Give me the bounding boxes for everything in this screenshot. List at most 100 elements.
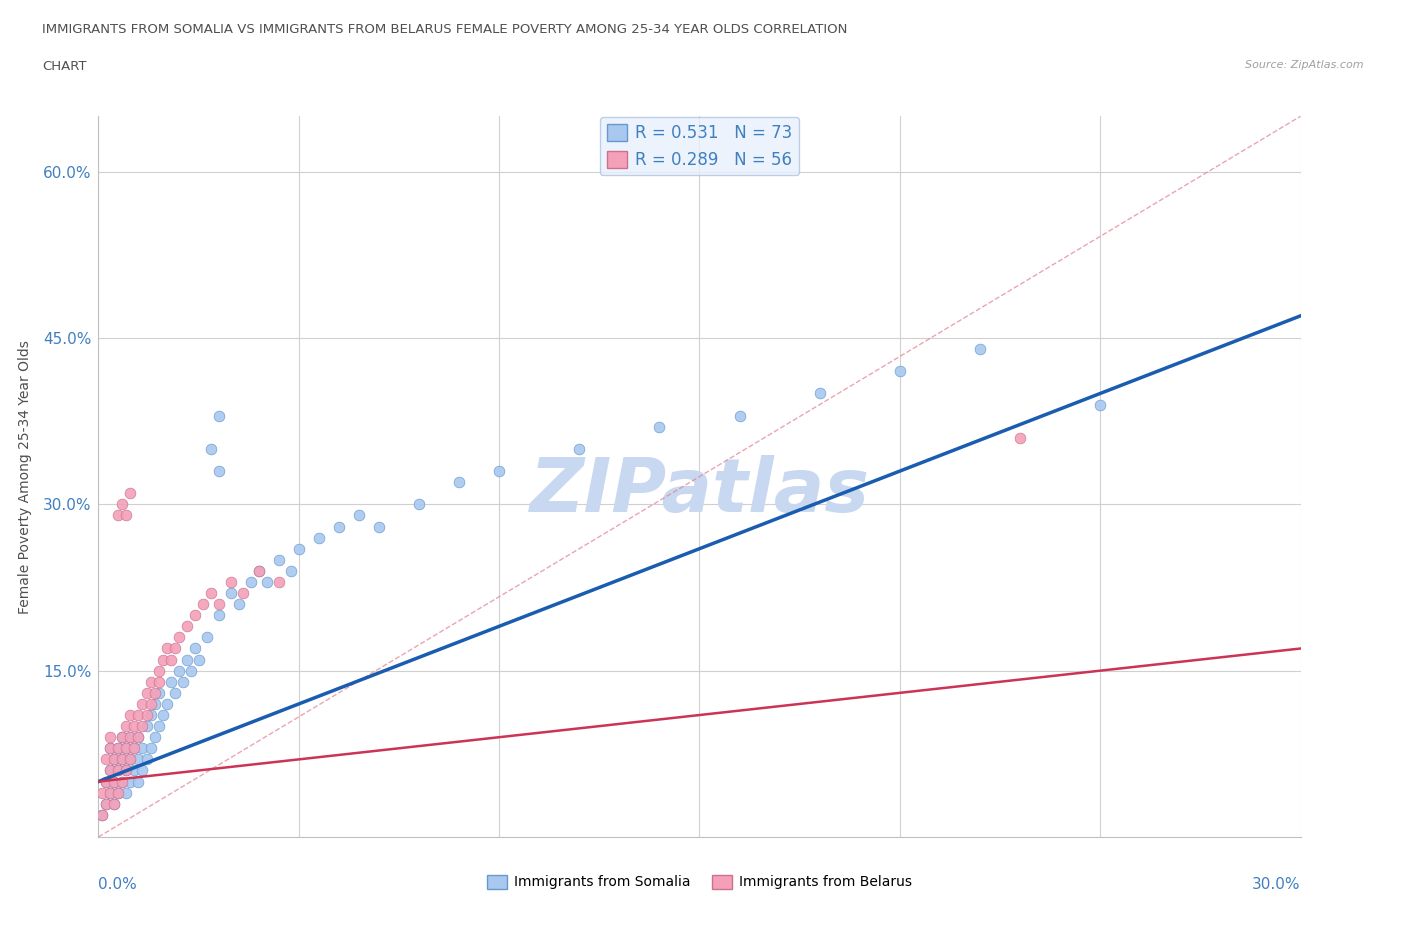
Point [143, 685, 166, 700]
Point [128, 708, 150, 723]
Point [191, 597, 214, 612]
Text: 0.0%: 0.0% [98, 877, 138, 892]
Point [115, 508, 138, 523]
Point [100, 741, 122, 756]
Point [183, 641, 205, 656]
Point [107, 741, 129, 756]
Point [163, 641, 186, 656]
Point [139, 741, 162, 756]
Point [447, 474, 470, 489]
Point [280, 564, 302, 578]
Point [247, 564, 270, 578]
Point [96, 752, 118, 767]
Point [219, 586, 242, 601]
Point [111, 752, 134, 767]
Point [148, 685, 170, 700]
Point [100, 785, 122, 800]
Point [96, 774, 118, 789]
Point [107, 763, 129, 777]
Legend: R = 0.531   N = 73, R = 0.289   N = 56: R = 0.531 N = 73, R = 0.289 N = 56 [600, 117, 799, 176]
Point [808, 386, 831, 401]
Point [107, 508, 129, 523]
Point [152, 708, 174, 723]
Point [148, 674, 170, 689]
Point [131, 697, 153, 711]
Point [111, 774, 134, 789]
Point [120, 752, 142, 767]
Point [120, 485, 142, 500]
Point [115, 719, 138, 734]
Point [124, 719, 146, 734]
Point [100, 741, 122, 756]
Point [111, 774, 134, 789]
Point [488, 464, 510, 479]
Point [120, 730, 142, 745]
Point [103, 796, 125, 811]
Point [232, 586, 254, 601]
Point [228, 597, 250, 612]
Point [1010, 431, 1032, 445]
Point [208, 464, 231, 479]
Point [568, 442, 591, 457]
Point [328, 519, 350, 534]
Point [135, 708, 157, 723]
Point [111, 497, 134, 512]
Point [128, 730, 150, 745]
Point [107, 763, 129, 777]
Point [115, 741, 138, 756]
Point [120, 752, 142, 767]
Point [107, 785, 129, 800]
Point [247, 564, 270, 578]
Point [128, 730, 150, 745]
Point [159, 674, 181, 689]
Point [148, 719, 170, 734]
Point [167, 630, 190, 644]
Point [103, 796, 125, 811]
Point [124, 741, 146, 756]
Point [100, 763, 122, 777]
Point [131, 719, 153, 734]
Point [167, 663, 190, 678]
Text: Source: ZipAtlas.com: Source: ZipAtlas.com [1246, 60, 1364, 71]
Point [728, 408, 751, 423]
Point [135, 719, 157, 734]
Point [347, 508, 370, 523]
Point [195, 630, 218, 644]
Point [96, 774, 118, 789]
Point [103, 774, 125, 789]
Point [200, 586, 222, 601]
Point [124, 741, 146, 756]
Point [1088, 397, 1111, 412]
Point [239, 575, 262, 590]
Point [159, 652, 181, 667]
Point [107, 741, 129, 756]
Point [139, 708, 162, 723]
Point [180, 663, 202, 678]
Point [143, 730, 166, 745]
Point [219, 575, 242, 590]
Point [208, 408, 231, 423]
Point [131, 741, 153, 756]
Point [183, 608, 205, 623]
Point [100, 785, 122, 800]
Point [408, 497, 430, 512]
Point [148, 663, 170, 678]
Point [115, 785, 138, 800]
Point [208, 597, 231, 612]
Point [889, 364, 911, 379]
Point [120, 774, 142, 789]
Point [208, 608, 231, 623]
Point [103, 752, 125, 767]
Text: CHART: CHART [42, 60, 87, 73]
Point [368, 519, 391, 534]
Point [155, 697, 177, 711]
Point [124, 763, 146, 777]
Text: ZIPatlas: ZIPatlas [530, 455, 869, 527]
Point [969, 341, 991, 356]
Point [308, 530, 330, 545]
Point [288, 541, 311, 556]
Point [120, 730, 142, 745]
Point [648, 419, 671, 434]
Point [172, 674, 194, 689]
Point [96, 796, 118, 811]
